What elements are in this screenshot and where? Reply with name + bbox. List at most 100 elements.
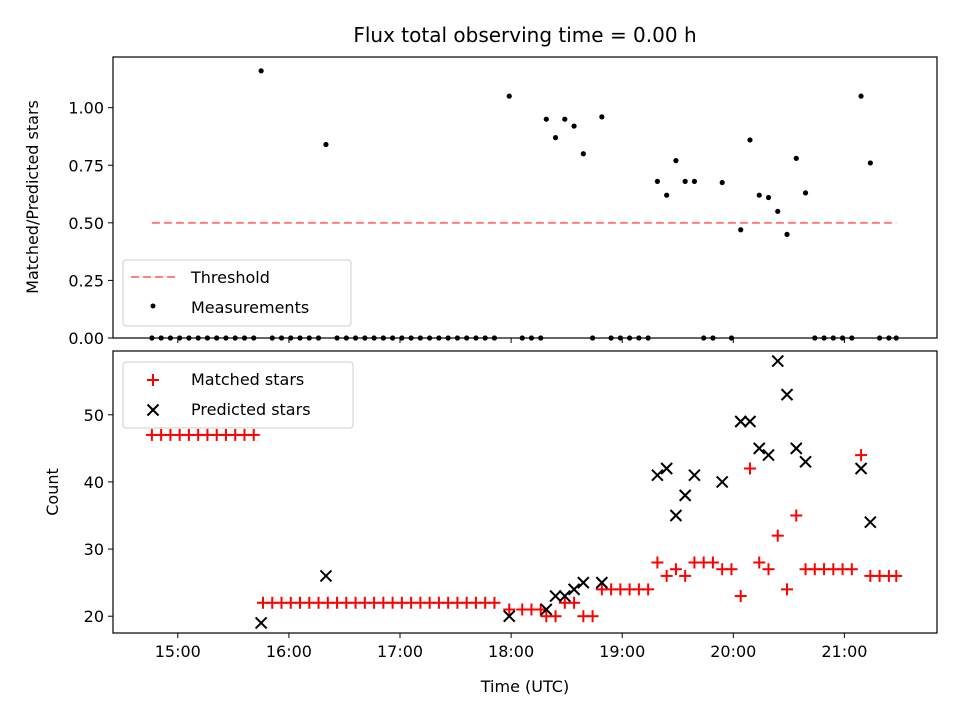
x-axis-label: Time (UTC) [480, 677, 569, 696]
matched-legend-marker [147, 374, 159, 386]
predicted-legend-label: Predicted stars [191, 400, 311, 419]
measurement-point [747, 137, 753, 143]
predicted-stars-point [540, 603, 553, 616]
top-axes-frame [112, 56, 938, 339]
predicted-stars-point [854, 462, 868, 475]
predicted-stars-point [577, 576, 590, 589]
x-tick-label: 19:00 [599, 642, 645, 661]
top-x-ticks [177, 338, 845, 343]
measurement-point [519, 335, 525, 341]
measurement-point [454, 335, 461, 341]
measurement-point [297, 335, 303, 341]
bottom-legend-box [122, 361, 354, 429]
matched-stars-point [586, 610, 599, 623]
measurement-point [654, 178, 660, 184]
measurement-point [334, 335, 340, 341]
measurement-point [673, 158, 679, 164]
bottom-y-tick-label: 30 [84, 540, 104, 559]
matched-stars-point [706, 556, 719, 569]
measurement-point [552, 135, 559, 141]
matched-stars-point [855, 449, 868, 462]
measurement-point [436, 335, 442, 341]
measurement-point [352, 335, 359, 341]
predicted-stars-point [743, 415, 757, 428]
measurement-point [858, 93, 864, 99]
measurement-point [251, 335, 257, 341]
predicted-stars-point [669, 509, 683, 522]
measurement-point [893, 335, 899, 341]
predicted-stars-point [864, 516, 877, 529]
measurement-point [608, 335, 614, 341]
measurement-point [839, 335, 846, 341]
matched-stars-point [488, 596, 501, 609]
top-y-axis-label: Matched/Predicted stars [23, 100, 42, 294]
measurement-point [738, 227, 744, 233]
measurement-point [278, 335, 285, 341]
top-legend: Threshold Measurements [122, 259, 352, 327]
measurement-point [464, 335, 470, 341]
top-data-layer [149, 68, 899, 341]
measurement-point [589, 335, 596, 341]
measurement-point [636, 335, 642, 341]
predicted-stars-point [762, 448, 775, 462]
matched-stars-point [753, 556, 766, 569]
predicted-stars-point [734, 415, 747, 428]
measurement-point [241, 335, 248, 341]
matched-stars-point [568, 596, 581, 609]
predicted-stars-point [503, 610, 516, 623]
measurement-point [399, 335, 405, 341]
measurement-point [473, 335, 479, 341]
top-y-tick-label: 1.00 [68, 99, 104, 118]
measurement-point [177, 335, 183, 341]
measurement-point [701, 335, 707, 341]
measurement-point [204, 335, 211, 341]
top-y-tick-label: 0.50 [68, 214, 104, 233]
measurement-point [691, 178, 698, 184]
measurement-point [664, 192, 670, 198]
measurement-point [617, 335, 623, 341]
predicted-stars-point [595, 576, 609, 589]
measurement-point [380, 335, 386, 341]
measurement-point [223, 335, 229, 341]
predicted-stars-point [567, 583, 581, 596]
predicted-stars-point [254, 616, 268, 630]
measurement-point [232, 335, 238, 341]
matched-stars-point [679, 569, 692, 582]
predicted-stars-point [780, 388, 794, 401]
matched-stars-point [762, 563, 775, 576]
predicted-stars-point [771, 354, 784, 368]
x-tick-label: 21:00 [821, 642, 867, 661]
top-legend-box [122, 259, 352, 327]
measurement-point [343, 335, 349, 341]
measurement-point [775, 208, 781, 214]
matched-stars-point [725, 563, 738, 576]
predicted-stars-point [660, 462, 673, 475]
chart-title: Flux total observing time = 0.00 h [353, 23, 696, 47]
measurement-point [506, 93, 512, 99]
measurement-point [765, 194, 772, 201]
predicted-stars-point [678, 489, 692, 502]
measurement-point [571, 123, 577, 129]
predicted-stars-point [753, 442, 766, 455]
measurement-point [580, 151, 586, 157]
matched-stars-point [845, 563, 858, 576]
bottom-y-axis-label: Count [43, 468, 62, 516]
matched-stars-point [549, 610, 562, 623]
matched-stars-point [642, 583, 655, 596]
x-tick-label: 18:00 [488, 642, 534, 661]
measurements-legend-swatch [150, 303, 156, 309]
measurement-point [599, 114, 605, 120]
measurement-point [362, 335, 368, 341]
measurement-point [849, 335, 855, 341]
matched-stars-point [771, 529, 784, 542]
measurement-point [158, 335, 164, 341]
measurement-point [645, 335, 651, 341]
matched-stars-point [743, 462, 756, 475]
measurement-point [186, 335, 192, 341]
measurement-point [445, 335, 451, 341]
predicted-stars-point [558, 589, 572, 603]
measurement-point [876, 335, 883, 341]
top-y-tick-label: 0.00 [68, 329, 104, 348]
predicted-stars-point [688, 469, 701, 482]
